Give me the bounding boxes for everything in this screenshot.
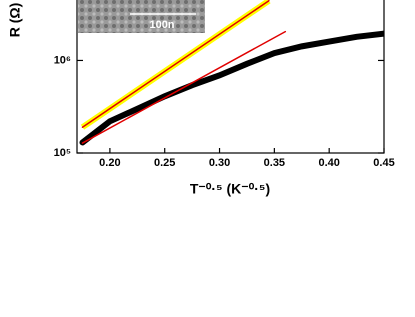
- y-tick-label: 10⁶: [54, 54, 71, 66]
- plot-area: [79, 0, 384, 146]
- series-line: [81, 0, 270, 128]
- y-tick-label: 10⁵: [54, 147, 71, 159]
- inset-image: [78, 0, 205, 33]
- x-tick-label: 0.35: [264, 157, 285, 169]
- x-tick-label: 0.45: [373, 157, 394, 169]
- scale-label: 100n: [149, 19, 174, 31]
- x-tick-label: 0.40: [318, 157, 339, 169]
- series-line: [79, 30, 384, 146]
- x-axis-label: T⁻⁰·⁵ (K⁻⁰·⁵): [190, 181, 270, 197]
- plot-frame: [76, 0, 385, 154]
- series-line: [81, 30, 287, 144]
- x-tick-label: 0.25: [154, 157, 175, 169]
- y-axis-label: R (Ω): [7, 3, 23, 38]
- x-tick-label: 0.30: [209, 157, 230, 169]
- x-tick-label: 0.20: [99, 157, 120, 169]
